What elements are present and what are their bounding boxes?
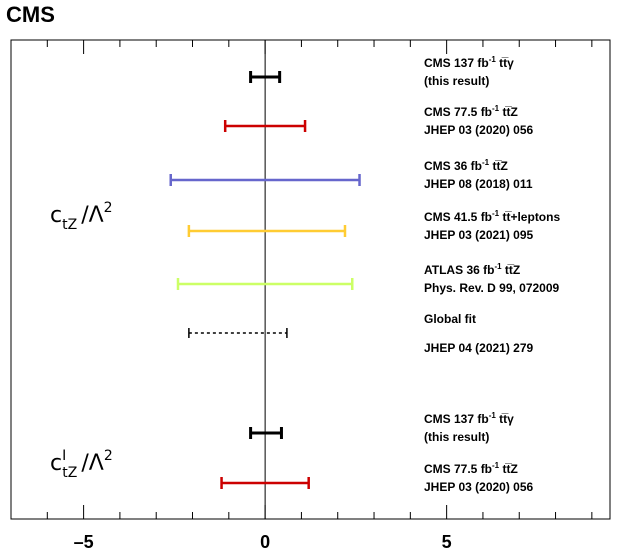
x-tick-label: 0 [260, 532, 270, 552]
parameter-label: cI tZ/Λ2 [50, 448, 113, 481]
result-label: CMS 77.5 fb-1 tt̅Z [424, 104, 518, 119]
result-reference: (this result) [424, 430, 489, 444]
result-label: CMS 36 fb-1 tt̅Z [424, 158, 508, 173]
result-reference: JHEP 03 (2020) 056 [424, 123, 534, 137]
result-reference: JHEP 03 (2021) 095 [424, 228, 534, 242]
plot-frame [10, 39, 611, 520]
result-reference: JHEP 08 (2018) 011 [424, 177, 533, 191]
result-label: Global fit [424, 312, 476, 326]
result-label: CMS 137 fb-1 tt̅γ [424, 411, 514, 426]
result-label: CMS 41.5 fb-1 tt̅+leptons [424, 209, 560, 224]
result-reference: JHEP 04 (2021) 279 [424, 341, 534, 355]
experiment-label: CMS [6, 2, 55, 27]
result-reference: JHEP 03 (2020) 056 [424, 480, 534, 494]
x-tick-label: 5 [442, 532, 452, 552]
x-tick-label: –5 [74, 532, 94, 552]
result-label: CMS 77.5 fb-1 tt̅Z [424, 461, 518, 476]
result-reference: Phys. Rev. D 99, 072009 [424, 281, 560, 295]
result-label: CMS 137 fb-1 tt̅γ [424, 55, 514, 70]
result-reference: (this result) [424, 74, 489, 88]
parameter-label: ctZ/Λ2 [50, 200, 113, 233]
result-label: ATLAS 36 fb-1 tt̅Z [424, 262, 520, 277]
